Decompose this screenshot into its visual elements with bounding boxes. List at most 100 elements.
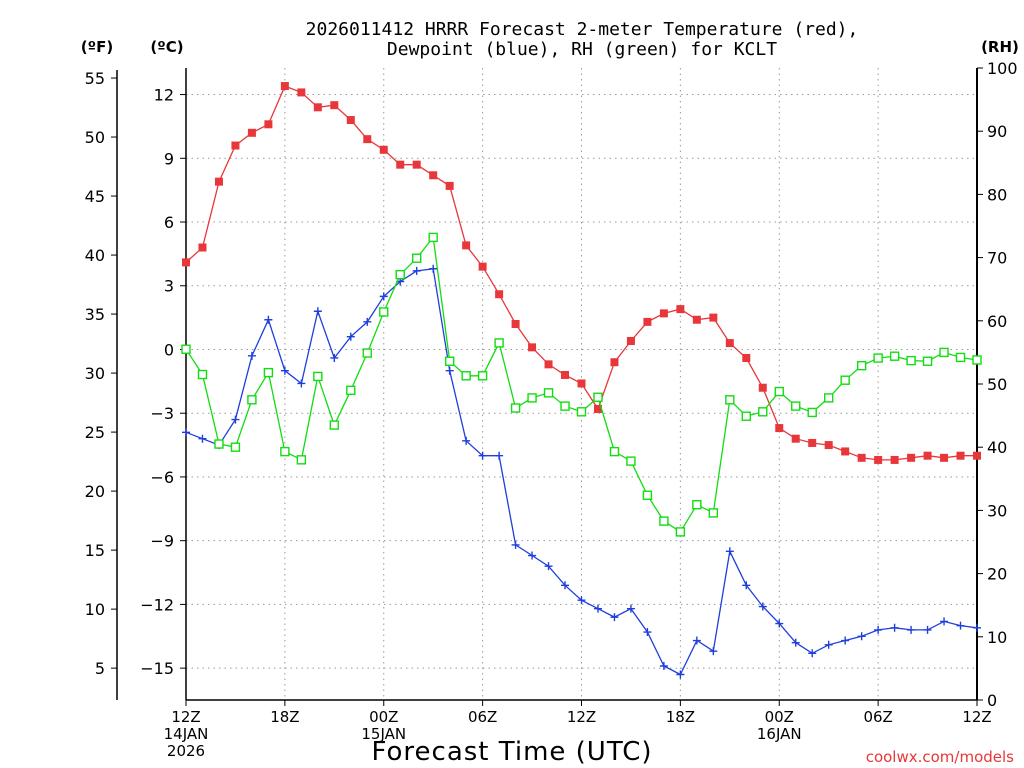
time-tick-label: 12Z — [171, 708, 200, 726]
dewpoint-point — [462, 436, 471, 445]
temperature-point — [808, 438, 817, 447]
fahrenheit-unit-label: (ºF) — [81, 38, 113, 56]
dewpoint-point — [544, 562, 553, 571]
dewpoint-point — [429, 264, 438, 273]
dewpoint-point — [528, 551, 537, 560]
rh-tick-label: 0 — [987, 691, 997, 710]
rh-tick-label: 90 — [987, 122, 1007, 141]
dewpoint-point — [593, 604, 602, 613]
fahrenheit-tick-label: 40 — [85, 246, 105, 265]
dewpoint-point — [346, 332, 355, 341]
dewpoint-point — [890, 623, 899, 632]
fahrenheit-tick-label: 55 — [85, 69, 105, 88]
time-tick-label: 14JAN — [164, 725, 209, 743]
fahrenheit-tick-label: 30 — [85, 364, 105, 383]
dewpoint-point — [198, 434, 207, 443]
dewpoint-point — [478, 451, 487, 460]
rh-point — [444, 356, 455, 366]
temperature-point — [824, 441, 833, 450]
temperature-point — [511, 319, 520, 328]
celsius-tick-label: 3 — [164, 277, 174, 296]
rh-point — [477, 371, 488, 381]
fahrenheit-tick-label: 10 — [85, 600, 105, 619]
rh-tick-label: 100 — [987, 59, 1018, 78]
rh-tick-label: 50 — [987, 375, 1007, 394]
rh-point — [593, 392, 603, 402]
temperature-point — [659, 309, 668, 318]
series-dewpoint — [182, 264, 981, 679]
temperature-point — [495, 290, 504, 299]
rh-point — [247, 395, 257, 405]
temperature-point — [478, 262, 487, 271]
dewpoint-point — [626, 604, 635, 613]
temperature-point — [709, 313, 718, 322]
temperature-point — [412, 160, 421, 169]
rh-point — [758, 407, 768, 417]
rh-point — [609, 446, 620, 457]
dewpoint-point — [775, 619, 784, 628]
rh-point — [791, 401, 801, 411]
dewpoint-point — [643, 628, 652, 637]
dewpoint-point — [313, 307, 322, 316]
dewpoint-point — [956, 621, 965, 630]
rh-point — [889, 351, 900, 361]
dewpoint-point — [561, 581, 570, 590]
rh-point — [280, 446, 290, 457]
time-tick-label: 16JAN — [757, 725, 802, 743]
rh-point — [230, 442, 241, 452]
dewpoint-point — [363, 317, 372, 326]
dewpoint-point — [577, 596, 586, 605]
celsius-tick-label: 9 — [164, 149, 174, 168]
rh-tick-label: 30 — [987, 501, 1007, 520]
celsius-tick-label: 6 — [164, 213, 174, 232]
rh-point — [955, 352, 966, 363]
dewpoint-point — [297, 379, 306, 388]
data-series — [181, 82, 982, 679]
dewpoint-point — [247, 351, 256, 360]
rh-point — [659, 516, 669, 526]
temperature-point — [841, 447, 850, 456]
temperature-point — [396, 160, 405, 169]
dewpoint-point — [610, 613, 619, 622]
dewpoint-point — [824, 640, 833, 649]
chart-title-line-1: 2026011412 HRRR Forecast 2-meter Tempera… — [306, 19, 859, 40]
fahrenheit-tick-label: 35 — [85, 305, 105, 324]
rh-point — [972, 355, 982, 365]
grid-lines — [186, 68, 977, 700]
rh-point — [856, 360, 867, 371]
dewpoint-point — [495, 451, 504, 460]
chart-title-line-2: Dewpoint (blue), RH (green) for KCLT — [387, 39, 777, 60]
rh-tick-label: 70 — [987, 249, 1007, 268]
celsius-tick-label: −9 — [150, 532, 174, 551]
dewpoint-point — [725, 547, 734, 556]
temperature-point — [346, 116, 355, 125]
rh-point — [840, 375, 850, 385]
rh-tick-label: 10 — [987, 628, 1007, 647]
temperature-point — [330, 101, 339, 110]
rh-point — [313, 371, 323, 382]
fahrenheit-tick-label: 45 — [85, 187, 105, 206]
temperature-point — [231, 141, 240, 150]
temperature-point — [214, 177, 223, 186]
fahrenheit-tick-label: 25 — [85, 423, 105, 442]
temperature-point — [973, 451, 981, 460]
temperature-point — [923, 451, 932, 460]
temperature-point — [857, 453, 866, 462]
temperature-point — [692, 315, 701, 324]
temperature-point — [462, 241, 471, 250]
dewpoint-point — [907, 625, 916, 634]
rh-point — [741, 411, 751, 421]
dewpoint-point — [857, 632, 866, 641]
celsius-unit-label: (ºC) — [150, 38, 183, 56]
temperature-point — [313, 103, 322, 112]
dewpoint-point — [182, 428, 190, 437]
rh-point — [379, 307, 389, 317]
rh-point — [395, 269, 405, 280]
celsius-tick-label: −6 — [150, 468, 174, 487]
temperature-point — [874, 455, 883, 464]
temperature-point — [577, 379, 586, 388]
series-rh — [181, 232, 982, 537]
dewpoint-point — [709, 647, 718, 656]
temperature-point — [297, 88, 306, 97]
rh-point — [939, 347, 949, 358]
